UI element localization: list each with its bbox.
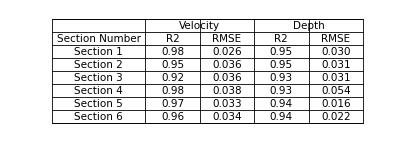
Text: 0.93: 0.93 — [270, 86, 293, 96]
Text: 0.026: 0.026 — [212, 47, 242, 57]
Text: 0.97: 0.97 — [161, 99, 184, 109]
Text: R2: R2 — [275, 34, 288, 44]
Text: 0.030: 0.030 — [321, 47, 350, 57]
Text: 0.98: 0.98 — [161, 86, 184, 96]
Text: R2: R2 — [166, 34, 179, 44]
Text: 0.036: 0.036 — [212, 73, 242, 83]
Text: RMSE: RMSE — [212, 34, 241, 44]
Text: 0.94: 0.94 — [270, 112, 293, 122]
Text: 0.95: 0.95 — [161, 60, 184, 70]
Text: Velocity: Velocity — [179, 21, 220, 31]
Text: Section 6: Section 6 — [75, 112, 123, 122]
Text: 0.93: 0.93 — [270, 73, 293, 83]
Text: 0.95: 0.95 — [270, 47, 293, 57]
Text: 0.016: 0.016 — [321, 99, 351, 109]
Text: Section 5: Section 5 — [75, 99, 123, 109]
Text: Section 1: Section 1 — [75, 47, 123, 57]
Text: 0.94: 0.94 — [270, 99, 293, 109]
Text: 0.022: 0.022 — [321, 112, 351, 122]
Text: Section Number: Section Number — [57, 34, 141, 44]
Text: Depth: Depth — [293, 21, 324, 31]
Text: 0.96: 0.96 — [161, 112, 184, 122]
Text: 0.033: 0.033 — [212, 99, 242, 109]
Text: 0.054: 0.054 — [321, 86, 351, 96]
Text: 0.038: 0.038 — [212, 86, 242, 96]
Text: Section 2: Section 2 — [75, 60, 123, 70]
Text: 0.034: 0.034 — [212, 112, 242, 122]
Text: 0.92: 0.92 — [161, 73, 184, 83]
Text: 0.98: 0.98 — [161, 47, 184, 57]
Text: RMSE: RMSE — [321, 34, 350, 44]
Text: Section 3: Section 3 — [75, 73, 123, 83]
Text: 0.031: 0.031 — [321, 60, 351, 70]
Text: 0.036: 0.036 — [212, 60, 242, 70]
Text: Section 4: Section 4 — [75, 86, 123, 96]
Text: 0.031: 0.031 — [321, 73, 351, 83]
Text: 0.95: 0.95 — [270, 60, 293, 70]
